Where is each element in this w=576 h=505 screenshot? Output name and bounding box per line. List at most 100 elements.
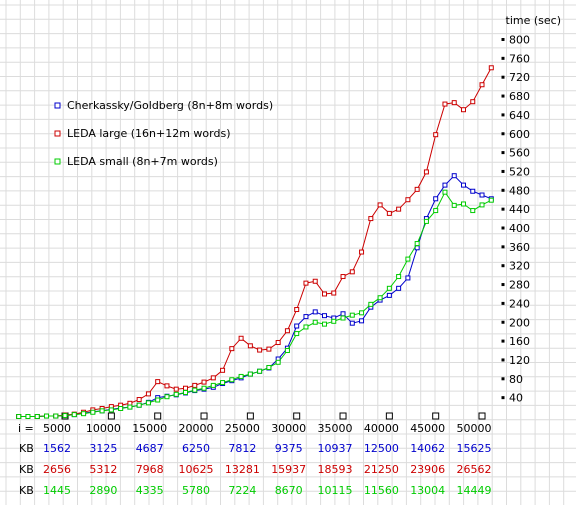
y-tick-label: 600: [509, 128, 530, 141]
y-axis: 40 80 120 160 200 240 280 320 360 400 440 480 520 560…: [501, 34, 530, 405]
kb-value: 7968: [136, 463, 164, 476]
x-tick-label: 30000: [271, 422, 306, 435]
data-point: [275, 359, 281, 365]
data-point: [201, 379, 207, 385]
legend-marker: [54, 102, 61, 109]
y-tick: [501, 94, 505, 98]
y-axis-title: time (sec): [506, 14, 561, 27]
series-1: [16, 173, 494, 419]
data-point: [210, 375, 216, 381]
data-point: [266, 364, 272, 370]
y-tick: [501, 264, 505, 268]
data-point: [182, 385, 188, 391]
kb-value: 10937: [318, 442, 353, 455]
data-point: [359, 249, 365, 255]
data-point: [377, 295, 383, 301]
data-point: [62, 413, 68, 419]
x-tick: [385, 412, 393, 420]
data-point: [81, 411, 87, 417]
data-point: [210, 382, 216, 388]
y-tick-label: 440: [509, 203, 530, 216]
data-point: [53, 413, 59, 419]
data-point: [470, 99, 476, 105]
data-point: [43, 413, 49, 419]
data-point: [442, 189, 448, 195]
data-point: [349, 312, 355, 318]
data-point: [460, 201, 466, 207]
x-tick-label: 45000: [410, 422, 445, 435]
data-point: [405, 197, 411, 203]
data-point: [34, 414, 40, 419]
data-point: [451, 173, 457, 179]
y-tick: [501, 377, 505, 381]
y-tick: [501, 245, 505, 249]
data-point: [127, 404, 133, 410]
series-line: [18, 67, 492, 417]
kb-value: 1562: [43, 442, 71, 455]
data-point: [488, 197, 494, 203]
y-tick: [501, 169, 505, 173]
data-point: [359, 318, 365, 324]
x-tick-label: 40000: [364, 422, 399, 435]
kb-value: 21250: [364, 463, 399, 476]
data-point: [303, 324, 309, 330]
data-point: [16, 414, 22, 419]
data-point: [136, 397, 142, 403]
data-point: [321, 291, 327, 297]
data-point: [192, 387, 198, 393]
data-point: [479, 82, 485, 88]
x-tick: [432, 412, 440, 420]
y-tick: [501, 113, 505, 117]
data-point: [229, 377, 235, 383]
y-tick-label: 280: [509, 279, 530, 292]
x-tick: [200, 412, 208, 420]
y-tick: [501, 132, 505, 136]
data-point: [118, 405, 124, 411]
data-point: [331, 290, 337, 296]
y-tick-label: 800: [509, 34, 530, 47]
x-tick: [293, 412, 301, 420]
data-point: [164, 394, 170, 400]
y-tick: [501, 301, 505, 305]
x-tick-label: 10000: [86, 422, 121, 435]
x-tick: [339, 412, 347, 420]
data-point: [359, 310, 365, 316]
kb-value: 23906: [410, 463, 445, 476]
data-point: [284, 348, 290, 354]
kb-prefix-label: KB: [19, 463, 34, 476]
y-tick-label: 80: [509, 373, 523, 386]
x-tick-label: 20000: [179, 422, 214, 435]
kb-value: 15625: [457, 442, 492, 455]
y-tick-label: 640: [509, 109, 530, 122]
data-point: [414, 186, 420, 192]
y-tick: [501, 396, 505, 400]
data-point: [229, 346, 235, 352]
y-tick: [501, 207, 505, 211]
legend-label: LEDA large (16n+12m words): [67, 127, 231, 140]
data-point: [340, 315, 346, 321]
y-tick: [501, 283, 505, 287]
data-point: [312, 319, 318, 325]
data-point: [145, 400, 151, 406]
kb-value: 13281: [225, 463, 260, 476]
y-tick-label: 560: [509, 147, 530, 160]
data-point: [294, 307, 300, 313]
data-point: [433, 132, 439, 138]
x-tick: [154, 412, 162, 420]
data-point: [396, 206, 402, 212]
y-tick: [501, 56, 505, 60]
data-point: [173, 386, 179, 392]
data-point: [90, 409, 96, 415]
data-point: [386, 285, 392, 291]
y-tick-label: 400: [509, 222, 530, 235]
data-point: [377, 202, 383, 208]
series-2: [16, 65, 494, 419]
data-point: [145, 391, 151, 397]
x-tick-label: 35000: [318, 422, 353, 435]
kb-value: 11560: [364, 484, 399, 497]
data-point: [238, 373, 244, 379]
data-point: [460, 107, 466, 113]
kb-value: 2656: [43, 463, 71, 476]
kb-value: 4687: [136, 442, 164, 455]
data-point: [247, 343, 253, 349]
